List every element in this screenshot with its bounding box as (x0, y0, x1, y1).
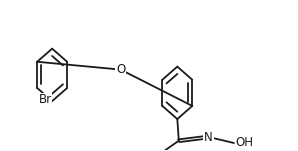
Text: OH: OH (235, 137, 253, 149)
Text: Br: Br (39, 93, 52, 106)
Text: N: N (204, 130, 213, 143)
Text: O: O (116, 63, 125, 76)
